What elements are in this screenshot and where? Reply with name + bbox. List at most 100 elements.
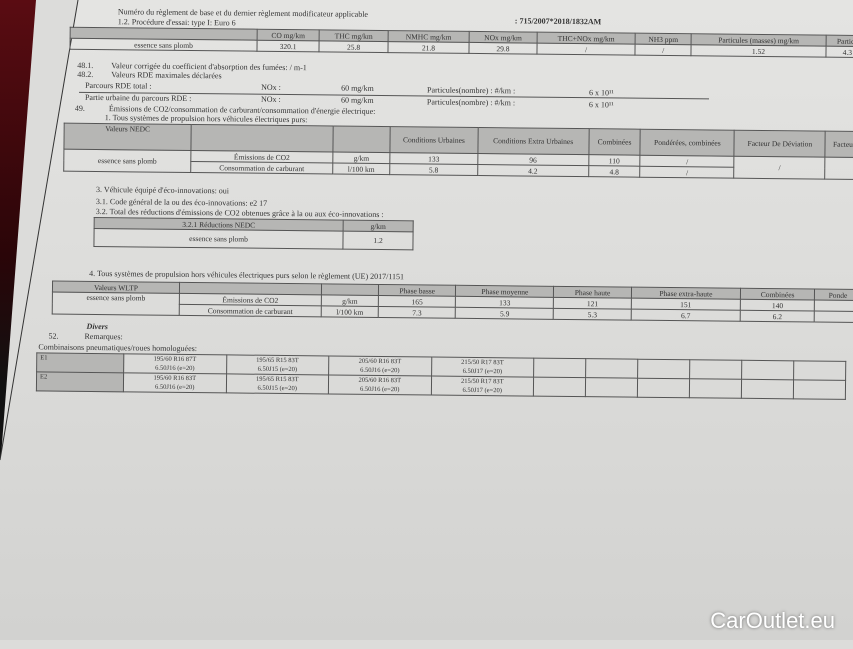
wltp-co2-low: 165 [378, 295, 456, 308]
nedc-header-urban: Conditions Urbaines [389, 126, 478, 154]
eco-s3-1: 3.1. Code général de la ou des éco-innov… [95, 197, 268, 208]
rim-size: 6.50J17 (e=20) [462, 367, 503, 376]
wltp-fuel-medium: 5.9 [455, 307, 554, 320]
rde-total-nox: NOx : [261, 82, 281, 92]
rim-size: 6.50J15 (e=20) [257, 365, 298, 374]
wltp-co2-high: 121 [553, 297, 632, 310]
tyre-size: 195/65 R15 83T [256, 356, 299, 365]
tyre-size: 215/50 R17 83T [460, 377, 504, 386]
tyres-title: Combinaisons pneumatiques/roues homologu… [38, 342, 198, 354]
nedc-header-deviation: Facteur De Déviation [734, 130, 826, 158]
rde-urban-nox: NOx : [260, 94, 281, 104]
rim-size: 6.50J16 (e=20) [360, 366, 400, 375]
tyre-size: 205/60 R16 83T [358, 357, 402, 366]
rde-total-nox-value: 60 mg/km [341, 83, 374, 93]
tyres-table: E1 195/60 R16 87T 6.50J16 (e=20) 195/65 R… [36, 352, 846, 400]
tyre-size: 195/60 R16 83T [153, 374, 197, 383]
value-nh3: / [634, 44, 692, 56]
rim-size: 6.50J17 (e=20) [462, 386, 502, 395]
section-48-2-text: Valeurs RDE maximales déclarées [111, 70, 222, 81]
nedc-header-factor: Facteur [825, 131, 853, 158]
rde-urban-nox-value: 60 mg/km [340, 95, 374, 105]
emissions-table: CO mg/km THC mg/km NMHC mg/km NOx mg/km … [69, 27, 853, 58]
header-nox: NOx mg/km [468, 31, 538, 44]
rde-urban-pn: Particules(nombre) : #/km : [426, 97, 516, 108]
rim-size: 6.50J16 (e=20) [155, 364, 195, 373]
watermark-logo: CarOutlet.eu [710, 608, 835, 633]
rde-urban-pn-value: 6 x 10¹¹ [588, 100, 614, 110]
wltp-fuel-low: 7.3 [378, 306, 456, 319]
value-particles-number: 4.3 [825, 46, 853, 58]
wltp-fuel: essence sans plomb [52, 292, 180, 316]
header-nmhc: NMHC mg/km [388, 30, 469, 43]
nedc-header-combined: Combinées [588, 128, 641, 156]
rim-size: 6.50J16 (e=20) [359, 385, 400, 394]
value-thc: 25.8 [319, 40, 389, 53]
eco-fuel: essence sans plomb [93, 228, 344, 250]
wltp-table: Valeurs WLTP Phase basse Phase moyenne P… [52, 281, 853, 323]
nedc-deviation: / [733, 156, 826, 180]
rde-total-pn-value: 6 x 10¹¹ [589, 88, 614, 98]
value-thc-nox: / [537, 43, 636, 56]
regulation-value: : 715/2007*2018/1832AM [514, 16, 602, 27]
eco-table: 3.2.1 Réductions NEDC g/km essence sans p… [93, 217, 414, 250]
section-49-num: 49. [74, 103, 85, 113]
wltp-fuel-label: Consommation de carburant [179, 304, 322, 317]
rde-urban-label: Partie urbaine du parcours RDE : [84, 92, 192, 104]
eco-value: 1.2 [343, 231, 414, 250]
value-nmhc: 21.8 [388, 41, 469, 54]
wltp-header-combined: Combinées [740, 288, 815, 301]
nedc-table: Valeurs NEDC Conditions Urbaines Conditi… [63, 123, 853, 180]
nedc-co2-urban: 133 [389, 152, 478, 165]
divers-title: Divers [86, 321, 108, 332]
tyre-size: 215/50 R17 83T [461, 358, 504, 367]
nedc-fuel-combined: 4.8 [588, 165, 641, 178]
header-thc: THC mg/km [319, 29, 389, 42]
nedc-fuel-urban: 5.8 [389, 163, 478, 176]
nedc-co2-combined: 110 [588, 154, 641, 167]
section-52-num: 52. [48, 331, 59, 341]
wltp-header-weighted: Ponde [814, 289, 853, 301]
wltp-fuel-high: 5.3 [553, 308, 632, 321]
rim-size: 6.50J16 (e=20) [154, 383, 195, 392]
tyre-size: 205/60 R16 83T [358, 376, 402, 385]
nedc-fuel-label: Consommation de carburant [190, 161, 333, 174]
wltp-co2-combined: 140 [740, 299, 815, 312]
value-nox: 29.8 [468, 42, 538, 55]
row-label: essence sans plomb [69, 38, 258, 52]
nedc-header-weighted: Pondérées, combinées [640, 129, 735, 157]
header-particles-number: Particu [825, 35, 853, 47]
nedc-co2-unit: g/km [332, 151, 390, 164]
value-particles-mass: 1.52 [691, 44, 826, 58]
section-48-2-num: 48.2. [77, 69, 94, 79]
wltp-intro: 4. Tous systèmes de propulsion hors véhi… [89, 268, 405, 282]
tyre-size: 195/60 R16 87T [153, 355, 197, 364]
header-nh3: NH3 ppm [635, 33, 692, 45]
procedure: 1.2. Procédure d'essai: type I: Euro 6 [117, 17, 236, 28]
eco-s3: 3. Véhicule équipé d'éco-innovations: ou… [95, 185, 230, 196]
wltp-fuel-unit: l/100 km [321, 305, 379, 318]
wltp-fuel-extra-high: 6.7 [631, 309, 741, 322]
wltp-header-low: Phase basse [378, 284, 457, 297]
header-co: CO mg/km [257, 29, 320, 41]
value-co: 320.1 [256, 40, 320, 52]
rim-size: 6.50J15 (e=20) [257, 384, 297, 393]
tyre-row-id: E1 [36, 352, 124, 373]
nedc-fuel: essence sans plomb [63, 149, 191, 173]
nedc-fuel-unit: l/100 km [332, 162, 390, 175]
eco-unit: g/km [343, 220, 414, 232]
rde-total-pn: Particules(nombre) : #/km : [427, 85, 516, 96]
tyre-size: 195/65 R15 83T [255, 375, 299, 384]
nedc-fuel-extra-urban: 4.2 [477, 164, 589, 177]
wltp-header-high: Phase haute [553, 286, 632, 299]
nedc-fuel-weighted: / [640, 166, 735, 179]
remarks-label: Remarques: [84, 331, 123, 342]
nedc-title: Valeurs NEDC [63, 123, 192, 151]
tyre-row-id: E2 [36, 371, 124, 392]
wltp-co2-unit: g/km [321, 294, 379, 307]
rde-total-label: Parcours RDE total : [85, 80, 152, 91]
nedc-header-extra-urban: Conditions Extra Urbaines [477, 127, 589, 155]
wltp-fuel-combined: 6.2 [740, 310, 815, 323]
